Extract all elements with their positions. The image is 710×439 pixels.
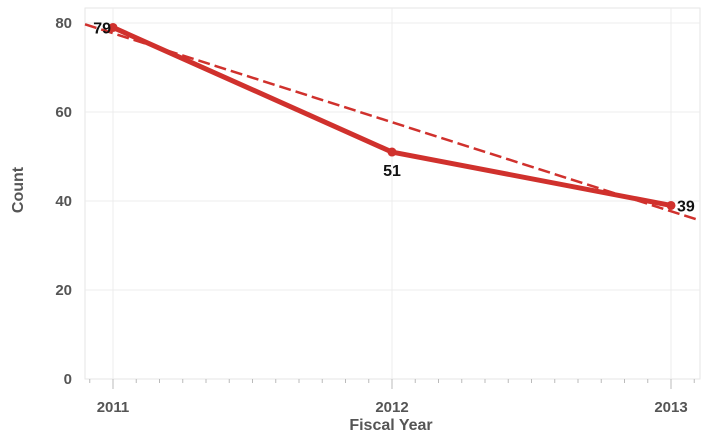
- y-tick-label: 60: [55, 104, 72, 121]
- data-point: [387, 147, 397, 157]
- y-tick-label: 80: [55, 15, 72, 32]
- y-axis-title: Count: [10, 166, 27, 213]
- y-axis-ticks: 0 20 40 60 80: [55, 15, 72, 388]
- x-axis-title: Fiscal Year: [349, 417, 432, 434]
- x-axis-ticks: 2011 2012 2013: [89, 379, 695, 416]
- data-point: [108, 22, 118, 32]
- plot-marks: 79 51 39: [84, 20, 701, 222]
- trend-line: [84, 23, 701, 222]
- x-tick-label: 2013: [654, 399, 687, 416]
- y-tick-label: 40: [55, 193, 72, 210]
- data-label: 51: [383, 163, 401, 180]
- y-tick-label: 0: [64, 371, 72, 388]
- x-tick-label: 2012: [375, 399, 408, 416]
- y-tick-label: 20: [55, 282, 72, 299]
- data-point: [666, 200, 676, 210]
- x-tick-label: 2011: [97, 399, 130, 416]
- data-label: 79: [93, 20, 111, 37]
- data-label: 39: [677, 198, 695, 215]
